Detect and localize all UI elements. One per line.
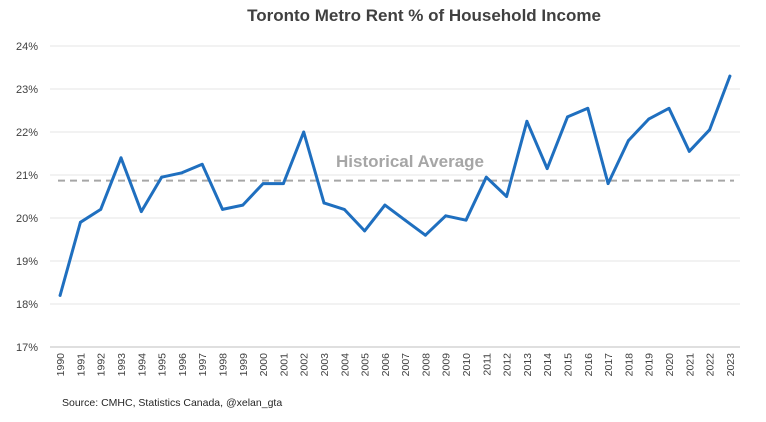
data-point: [160, 175, 164, 179]
data-point: [139, 210, 143, 213]
x-tick-label: 2007: [400, 353, 412, 377]
data-point: [667, 106, 671, 110]
x-tick-label: 2003: [319, 353, 331, 377]
x-tick-label: 1999: [238, 353, 250, 377]
data-point: [200, 162, 204, 166]
x-tick-label: 1995: [157, 353, 169, 377]
data-point: [545, 167, 549, 170]
data-point: [241, 203, 245, 207]
data-point: [180, 171, 184, 175]
y-tick-label: 24%: [16, 41, 38, 53]
x-tick-label: 1991: [75, 353, 87, 377]
data-point: [484, 175, 488, 179]
x-tick-label: 2017: [603, 353, 615, 377]
data-point: [342, 208, 346, 211]
y-tick-label: 18%: [16, 299, 38, 311]
x-tick-label: 2004: [339, 353, 351, 377]
x-tick-label: 1998: [218, 353, 230, 377]
x-tick-label: 1996: [177, 353, 189, 377]
data-point: [566, 115, 569, 119]
data-point: [464, 218, 468, 222]
x-axis-ticks: 1990 1991 1992 1993 1994 1995 1996 1997 1998 1999…: [55, 353, 737, 377]
y-tick-label: 19%: [16, 256, 38, 268]
x-tick-label: 2010: [461, 353, 473, 377]
x-tick-label: 2021: [684, 353, 696, 377]
x-tick-label: 2023: [725, 353, 737, 377]
data-point: [424, 233, 427, 237]
x-tick-label: 2011: [481, 353, 493, 376]
x-tick-label: 2016: [583, 353, 595, 377]
x-tick-label: 1992: [96, 353, 108, 377]
data-point: [687, 149, 691, 153]
data-point: [708, 128, 711, 132]
data-point: [79, 220, 82, 224]
x-tick-label: 2012: [502, 353, 514, 377]
data-point: [525, 119, 529, 123]
series: [58, 74, 732, 297]
x-tick-label: 1990: [55, 353, 67, 377]
x-tick-label: 2022: [705, 353, 717, 377]
data-point: [647, 117, 651, 121]
data-point: [302, 130, 306, 134]
data-point: [322, 201, 326, 205]
x-tick-label: 2001: [278, 353, 290, 377]
data-point: [383, 203, 387, 207]
y-tick-label: 17%: [16, 342, 38, 354]
x-tick-label: 2013: [522, 353, 534, 377]
data-point: [626, 139, 630, 143]
series-line: [58, 74, 732, 297]
y-tick-label: 22%: [16, 127, 38, 139]
data-point: [606, 182, 610, 186]
x-tick-label: 2018: [623, 353, 635, 377]
chart-title: Toronto Metro Rent % of Household Income: [247, 6, 601, 25]
data-point: [505, 195, 509, 198]
x-tick-label: 1994: [136, 353, 148, 377]
data-point: [444, 214, 448, 218]
x-tick-label: 2015: [563, 353, 575, 377]
x-tick-label: 1997: [197, 353, 209, 377]
x-tick-label: 2014: [542, 353, 554, 377]
source-note: Source: CMHC, Statistics Canada, @xelan_…: [62, 397, 282, 409]
data-point: [586, 106, 590, 110]
data-point: [403, 218, 407, 222]
y-tick-label: 21%: [16, 170, 38, 182]
data-point: [58, 294, 62, 297]
data-point: [363, 229, 366, 233]
x-tick-label: 2006: [380, 353, 392, 377]
data-point: [261, 182, 265, 186]
y-tick-label: 20%: [16, 213, 38, 225]
x-tick-label: 2000: [258, 353, 270, 377]
x-tick-label: 2009: [441, 353, 453, 377]
x-tick-label: 2019: [644, 353, 656, 377]
data-point: [221, 208, 224, 211]
x-tick-label: 2008: [420, 353, 432, 377]
data-point: [119, 156, 123, 160]
x-tick-label: 2002: [299, 353, 311, 377]
y-axis-ticks: 17% 18% 19% 20% 21% 22% 23% 24%: [16, 41, 38, 354]
data-point: [728, 74, 732, 78]
historical-average: Historical Average: [58, 152, 734, 182]
historical-average-label: Historical Average: [336, 152, 484, 171]
data-point: [281, 182, 285, 186]
data-point: [99, 208, 103, 211]
x-tick-label: 2005: [360, 353, 372, 377]
x-tick-label: 1993: [116, 353, 128, 377]
x-tick-label: 2020: [664, 353, 676, 377]
gridlines: [50, 45, 740, 348]
y-tick-label: 23%: [16, 84, 38, 96]
